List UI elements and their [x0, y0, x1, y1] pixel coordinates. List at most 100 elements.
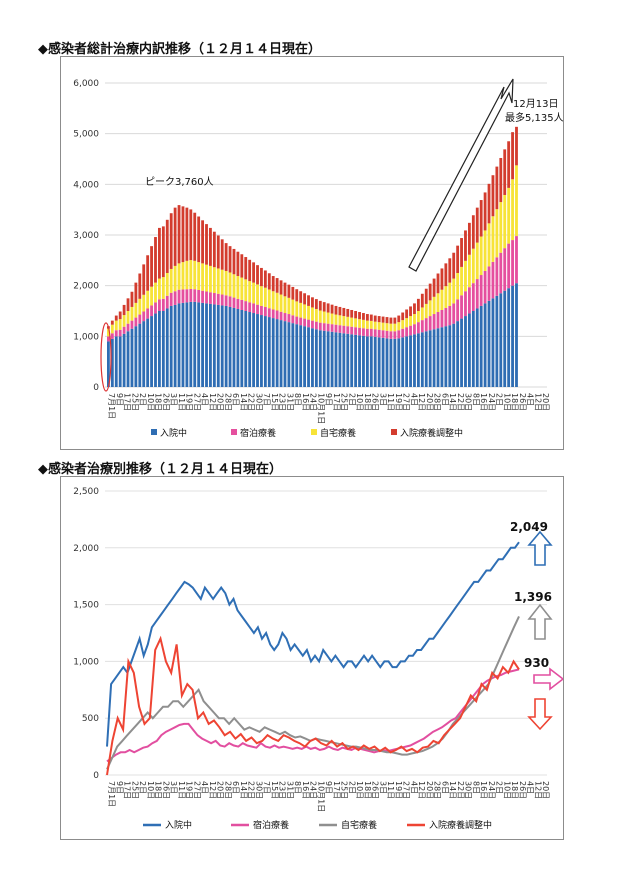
bar-segment-adjusting: [413, 303, 416, 315]
x-tick-label: 10月1日: [316, 393, 325, 424]
x-tick-label: 6日: [440, 781, 449, 794]
bar-segment-adjusting: [236, 251, 240, 277]
legend-label-line_home: 自宅療養: [341, 819, 377, 831]
bar-segment-adjusting: [377, 316, 381, 323]
x-tick-label: 7日: [262, 781, 271, 794]
x-tick-label: 9日: [115, 781, 124, 794]
bar-segment-hospital: [424, 331, 428, 387]
bar-segment-hospital: [432, 329, 436, 387]
bar-segment-hotel: [401, 328, 405, 338]
bar-segment-hospital: [212, 304, 216, 387]
bar-segment-hotel: [409, 325, 412, 336]
bar-segment-hospital: [385, 338, 389, 387]
bar-segment-hospital: [397, 338, 401, 387]
x-tick-label: 4日: [409, 393, 418, 406]
x-tick-label: 11日: [177, 781, 186, 799]
bar-segment-hotel: [165, 295, 169, 309]
bar-segment-hospital: [126, 331, 130, 387]
bar-segment-adjusting: [252, 262, 256, 283]
x-tick-label: 25日: [340, 393, 349, 411]
bar-segment-hospital: [185, 302, 189, 387]
x-tick-label: 19日: [394, 393, 403, 411]
x-tick-label: 20日: [216, 781, 225, 799]
bar-segment-adjusting: [330, 304, 334, 314]
bar-segment-hospital: [314, 329, 318, 387]
x-tick-label: 18日: [510, 393, 519, 411]
bar-segment-hospital: [377, 337, 381, 387]
bar-segment-hotel: [460, 295, 463, 319]
x-tick-label: 2日: [495, 393, 504, 406]
bar-segment-adjusting: [397, 315, 401, 323]
y-tick-label: 2,000: [73, 282, 99, 292]
bar-segment-hospital: [420, 332, 424, 387]
x-tick-label: 10日: [502, 781, 511, 799]
bar-segment-home: [448, 282, 452, 306]
bar-segment-hospital: [256, 314, 259, 387]
bar-segment-hotel: [326, 323, 330, 332]
bar-segment-adjusting: [165, 219, 169, 273]
bar-segment-adjusting: [146, 255, 150, 291]
bar-segment-adjusting: [420, 293, 424, 308]
bar-segment-hospital: [263, 316, 267, 387]
bar-segment-adjusting: [303, 293, 307, 305]
bar-segment-home: [248, 281, 252, 303]
bar-segment-home: [428, 300, 432, 317]
legend-label-line_hotel: 宿泊療養: [253, 819, 289, 831]
x-tick-label: 20日: [425, 393, 434, 411]
legend-label-home: 自宅療養: [320, 427, 356, 439]
x-tick-label: 12日: [417, 393, 426, 411]
bar-segment-home: [189, 260, 193, 289]
bar-segment-hospital: [507, 288, 511, 387]
bar-segment-home: [471, 248, 475, 284]
x-tick-label: 8日: [293, 393, 302, 406]
bar-segment-hotel: [307, 319, 310, 328]
bar-segment-home: [515, 165, 518, 237]
y-tick-label: 0: [93, 771, 99, 781]
bar-segment-hotel: [114, 330, 118, 337]
x-tick-label: 2日: [347, 393, 356, 406]
bar-segment-hospital: [479, 305, 483, 387]
bar-segment-adjusting: [483, 192, 487, 231]
x-tick-label: 19日: [394, 781, 403, 799]
bar-segment-home: [197, 262, 201, 290]
x-tick-label: 17日: [123, 781, 132, 799]
bar-segment-hospital: [401, 337, 405, 387]
bar-segment-hospital: [267, 317, 271, 387]
bar-segment-hospital: [154, 313, 157, 387]
down-arrow-red-icon: [527, 698, 553, 731]
legend-label-adjusting: 入院療養調整中: [400, 427, 463, 439]
bar-segment-adjusting: [126, 298, 130, 311]
bar-segment-hospital: [216, 304, 220, 387]
bar-segment-hospital: [346, 333, 350, 387]
bar-segment-hotel: [346, 326, 350, 334]
x-tick-label: 17日: [332, 781, 341, 799]
bar-segment-hospital: [232, 307, 236, 387]
bar-segment-hotel: [444, 307, 448, 327]
bar-segment-hotel: [322, 323, 326, 331]
x-tick-label: 20日: [216, 393, 225, 411]
y-tick-label: 5,000: [73, 130, 99, 140]
bar-segment-adjusting: [416, 298, 420, 311]
bar-segment-adjusting: [271, 276, 275, 292]
bar-segment-hospital: [122, 333, 126, 387]
bar-segment-adjusting: [173, 207, 177, 266]
bar-segment-hospital: [271, 318, 275, 387]
bar-segment-hotel: [118, 329, 122, 337]
x-tick-label: 19日: [185, 393, 194, 411]
bar-segment-home: [452, 278, 456, 304]
x-tick-label: 12日: [533, 781, 542, 799]
bar-segment-hospital: [248, 312, 252, 387]
bar-segment-hospital: [471, 311, 475, 387]
right-arrow-pink-icon: [533, 667, 565, 691]
bar-segment-adjusting: [220, 239, 224, 270]
bar-segment-home: [358, 319, 361, 328]
x-tick-label: 23日: [278, 781, 287, 799]
end-label-hospital: 2,049: [510, 520, 548, 534]
bar-segment-hotel: [377, 329, 381, 338]
x-tick-label: 24日: [487, 781, 496, 799]
bar-segment-hotel: [362, 328, 365, 336]
bar-segment-home: [181, 262, 185, 290]
bar-segment-hospital: [189, 301, 193, 387]
bar-segment-hospital: [311, 328, 314, 387]
bar-segment-home: [456, 273, 460, 300]
